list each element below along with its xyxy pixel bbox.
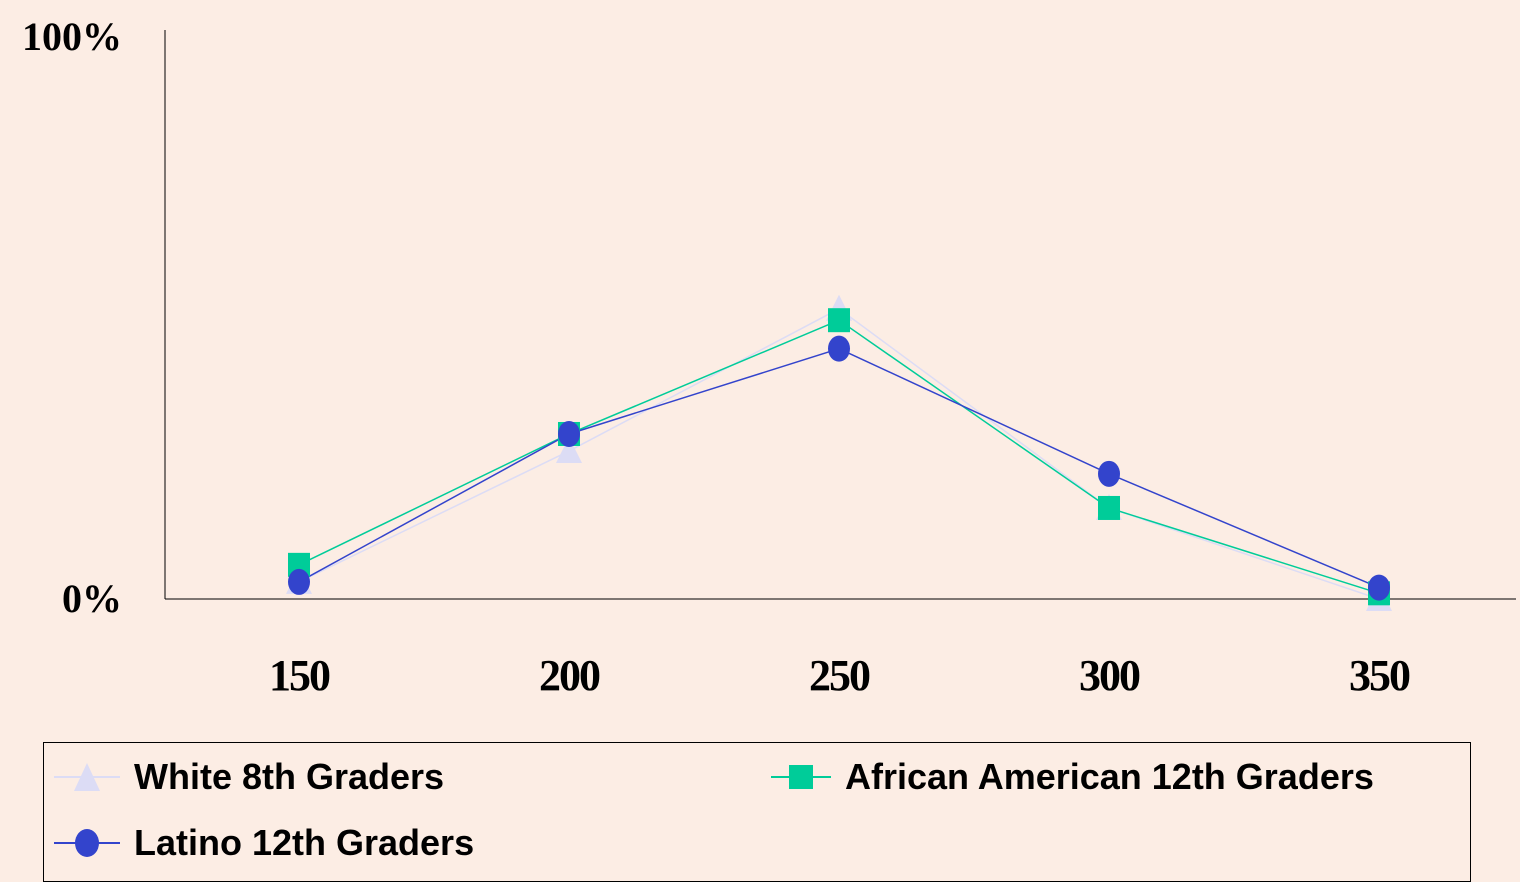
legend-label: White 8th Graders (134, 756, 445, 797)
data-point (1098, 495, 1120, 520)
legend-item-african-american-12th: African American 12th Graders (771, 755, 1374, 799)
data-point (556, 437, 582, 464)
triangle-marker-icon (54, 763, 120, 791)
square-marker-icon (771, 765, 831, 789)
data-point (828, 308, 850, 333)
legend-label: Latino 12th Graders (134, 822, 475, 863)
data-point (288, 568, 310, 595)
circle-marker-icon (54, 829, 120, 857)
x-tick-label: 300 (1079, 651, 1140, 700)
x-tick-label: 250 (809, 651, 870, 700)
data-point (828, 335, 850, 362)
x-tick-label: 200 (539, 651, 600, 700)
data-point (558, 420, 580, 447)
data-point (1098, 460, 1120, 487)
legend-item-white-8th: White 8th Graders (54, 755, 444, 799)
x-tick-label: 350 (1349, 651, 1410, 700)
data-point (1368, 574, 1390, 601)
chart-legend: White 8th Graders African American 12th … (43, 742, 1471, 882)
x-tick-label: 150 (269, 651, 330, 700)
legend-item-latino-12th: Latino 12th Graders (54, 821, 474, 865)
legend-label: African American 12th Graders (845, 756, 1374, 797)
y-tick-label: 100% (22, 14, 122, 59)
y-tick-label: 0% (62, 576, 122, 621)
series-line (298, 347, 1380, 589)
